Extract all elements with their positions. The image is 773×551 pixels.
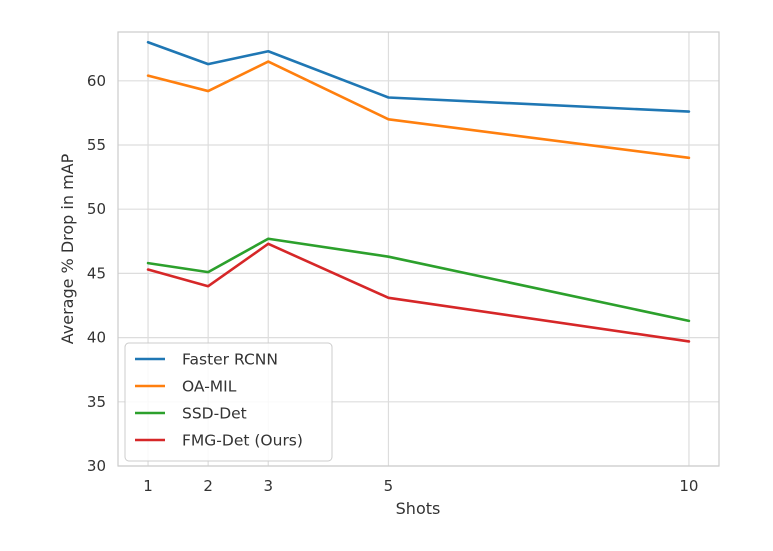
y-axis-label: Average % Drop in mAP bbox=[58, 153, 77, 344]
legend-label: Faster RCNN bbox=[182, 351, 278, 369]
y-tick-label: 55 bbox=[87, 136, 106, 154]
x-axis-label: Shots bbox=[396, 499, 441, 518]
legend-label: SSD-Det bbox=[182, 405, 247, 423]
legend-label: OA-MIL bbox=[182, 378, 237, 396]
series-line-ssd-det bbox=[146, 237, 691, 323]
legend-box bbox=[124, 342, 333, 462]
y-tick-label: 60 bbox=[87, 72, 106, 90]
x-tick-label: 3 bbox=[263, 477, 273, 495]
y-tick-label: 35 bbox=[87, 393, 106, 411]
y-tick-labels: 30 35 40 45 50 55 60 bbox=[87, 72, 106, 475]
series-line-faster-rcnn bbox=[146, 40, 691, 113]
y-tick-label: 50 bbox=[87, 200, 106, 218]
series-line-oa-mil bbox=[146, 60, 691, 160]
legend-label: FMG-Det (Ours) bbox=[182, 432, 303, 450]
y-tick-label: 45 bbox=[87, 264, 106, 282]
plot-frame bbox=[117, 31, 720, 467]
y-tick-label: 30 bbox=[87, 457, 106, 475]
series-lines bbox=[146, 40, 691, 343]
x-tick-label: 1 bbox=[143, 477, 153, 495]
x-tick-label: 5 bbox=[384, 477, 394, 495]
legend: Faster RCNN OA-MIL SSD-Det FMG-Det (Ours) bbox=[124, 342, 333, 462]
y-tick-label: 40 bbox=[87, 329, 106, 347]
series-line-fmg-det-ours bbox=[146, 242, 691, 343]
x-tick-label: 10 bbox=[679, 477, 698, 495]
grid bbox=[118, 32, 719, 467]
x-tick-labels: 1 2 3 5 10 bbox=[143, 477, 698, 495]
x-tick-label: 2 bbox=[203, 477, 213, 495]
